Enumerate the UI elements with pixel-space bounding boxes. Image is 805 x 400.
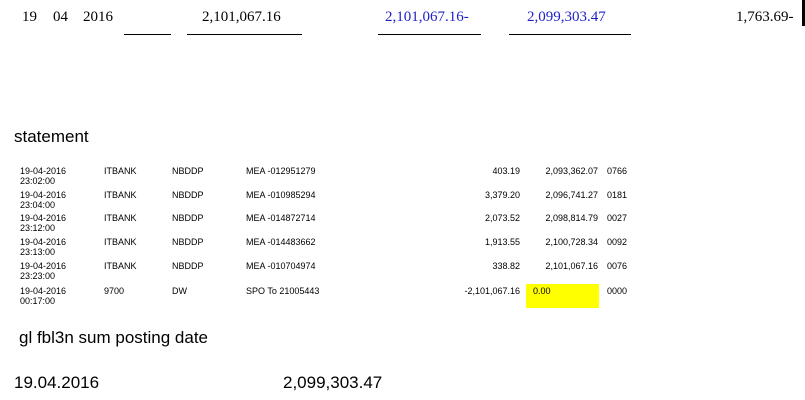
row-channel: 9700 (104, 286, 125, 296)
row-date: 19-04-2016 (20, 237, 67, 247)
row-channel: ITBANK (104, 237, 137, 247)
row-code: NBDDP (172, 261, 204, 271)
statement-heading: statement (14, 127, 89, 146)
row-balance: 2,101,067.16 (545, 261, 598, 271)
top-month: 04 (53, 9, 68, 25)
row-amount: -2,101,067.16 (464, 286, 520, 296)
credit-underline (378, 34, 481, 35)
row-date: 19-04-2016 (20, 261, 67, 271)
debit-underline (187, 34, 302, 35)
row-balance: 0.00 (533, 286, 551, 296)
row-time: 23:04:00 (20, 200, 56, 210)
row-description: MEA -014872714 (246, 213, 316, 223)
gl-amount: 2,099,303.47 (283, 373, 383, 392)
row-description: MEA -010704974 (246, 261, 316, 271)
row-amount: 3,379.20 (484, 190, 520, 200)
window-edge (802, 0, 805, 26)
row-description: SPO To 21005443 (246, 286, 320, 296)
row-code: NBDDP (172, 166, 204, 176)
row-code: NBDDP (172, 237, 204, 247)
row-seq: 0027 (607, 213, 628, 223)
row-channel: ITBANK (104, 261, 137, 271)
top-difference: 1,763.69- (736, 9, 794, 25)
row-date: 19-04-2016 (20, 190, 67, 200)
row-channel: ITBANK (104, 190, 137, 200)
row-time: 23:13:00 (20, 247, 56, 257)
row-time: 23:12:00 (20, 223, 56, 233)
row-balance: 2,098,814.79 (545, 213, 598, 223)
empty-field-underline (124, 34, 171, 35)
row-code: NBDDP (172, 213, 204, 223)
row-description: MEA -014483662 (246, 237, 316, 247)
row-channel: ITBANK (104, 213, 137, 223)
row-date: 19-04-2016 (20, 213, 67, 223)
row-seq: 0076 (607, 261, 628, 271)
top-balance: 2,099,303.47 (527, 9, 606, 25)
row-time: 23:02:00 (20, 176, 56, 186)
row-time: 23:23:00 (20, 271, 56, 281)
row-channel: ITBANK (104, 166, 137, 176)
gl-date: 19.04.2016 (14, 373, 100, 392)
row-code: NBDDP (172, 190, 204, 200)
top-credit-total: 2,101,067.16- (385, 9, 469, 25)
row-seq: 0092 (607, 237, 628, 247)
row-amount: 338.82 (492, 261, 520, 271)
row-description: MEA -010985294 (246, 190, 316, 200)
row-code: DW (172, 286, 187, 296)
row-seq: 0000 (607, 286, 628, 296)
row-balance: 2,096,741.27 (545, 190, 598, 200)
row-seq: 0181 (607, 190, 628, 200)
gl-heading: gl fbl3n sum posting date (19, 328, 209, 347)
balance-highlight (526, 284, 599, 308)
row-amount: 2,073.52 (484, 213, 520, 223)
row-balance: 2,100,728.34 (545, 237, 598, 247)
top-year: 2016 (83, 9, 113, 25)
row-date: 19-04-2016 (20, 286, 67, 296)
row-amount: 403.19 (492, 166, 520, 176)
balance-underline (509, 34, 631, 35)
row-amount: 1,913.55 (484, 237, 520, 247)
top-debit-total: 2,101,067.16 (202, 9, 281, 25)
row-balance: 2,093,362.07 (545, 166, 598, 176)
row-time: 00:17:00 (20, 296, 56, 306)
top-day: 19 (22, 9, 37, 25)
row-description: MEA -012951279 (246, 166, 316, 176)
row-seq: 0766 (607, 166, 628, 176)
row-date: 19-04-2016 (20, 166, 67, 176)
